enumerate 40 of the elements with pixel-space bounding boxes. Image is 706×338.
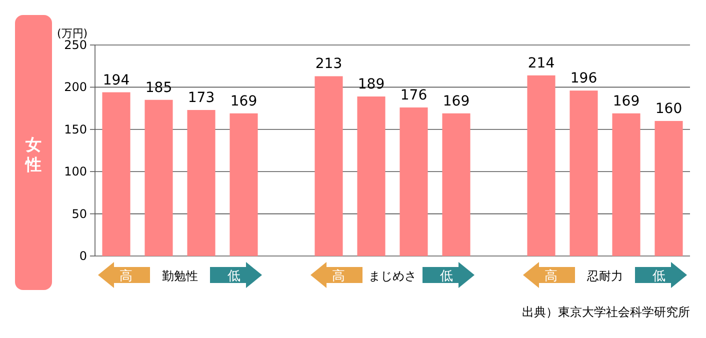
y-tick-label: 200 (64, 80, 87, 94)
text: 高 (332, 268, 345, 284)
y-tick-label: 50 (72, 206, 87, 221)
data-label: 173 (188, 90, 215, 106)
data-label: 214 (528, 55, 555, 72)
data-label: 176 (400, 87, 428, 104)
text: 低 (440, 269, 453, 284)
y-tick-label: 0 (79, 249, 87, 263)
text: まじめさ (368, 269, 416, 283)
data-label: 213 (315, 56, 342, 72)
data-label: 169 (612, 93, 640, 110)
bar (612, 113, 640, 256)
y-tick-label: 250 (64, 38, 87, 52)
text: 勤勉性 (162, 269, 198, 283)
text: 低 (228, 269, 240, 284)
bar (230, 113, 258, 256)
data-label: 169 (230, 93, 258, 110)
bar (400, 107, 428, 256)
y-tick-label: 150 (64, 122, 87, 136)
bar (527, 75, 556, 256)
data-label: 160 (655, 100, 682, 117)
y-axis-title: (万円) (57, 27, 88, 40)
bar (187, 110, 216, 256)
bar (442, 113, 470, 256)
bar (654, 120, 683, 256)
data-label: 169 (442, 93, 470, 110)
bar (314, 76, 343, 256)
bar (357, 96, 386, 256)
bar (570, 90, 598, 256)
data-label: 196 (570, 70, 598, 87)
y-tick-label: 100 (64, 164, 87, 179)
text: 高 (120, 268, 132, 284)
text: 忍耐力 (586, 269, 623, 283)
bar (102, 92, 130, 256)
text: 高 (544, 268, 558, 284)
text: 女性 (24, 135, 42, 174)
bar (144, 100, 173, 256)
source-note: 出典）東京大学社会科学研究所 (522, 305, 690, 319)
text: 低 (652, 269, 666, 284)
data-label: 194 (102, 72, 130, 88)
